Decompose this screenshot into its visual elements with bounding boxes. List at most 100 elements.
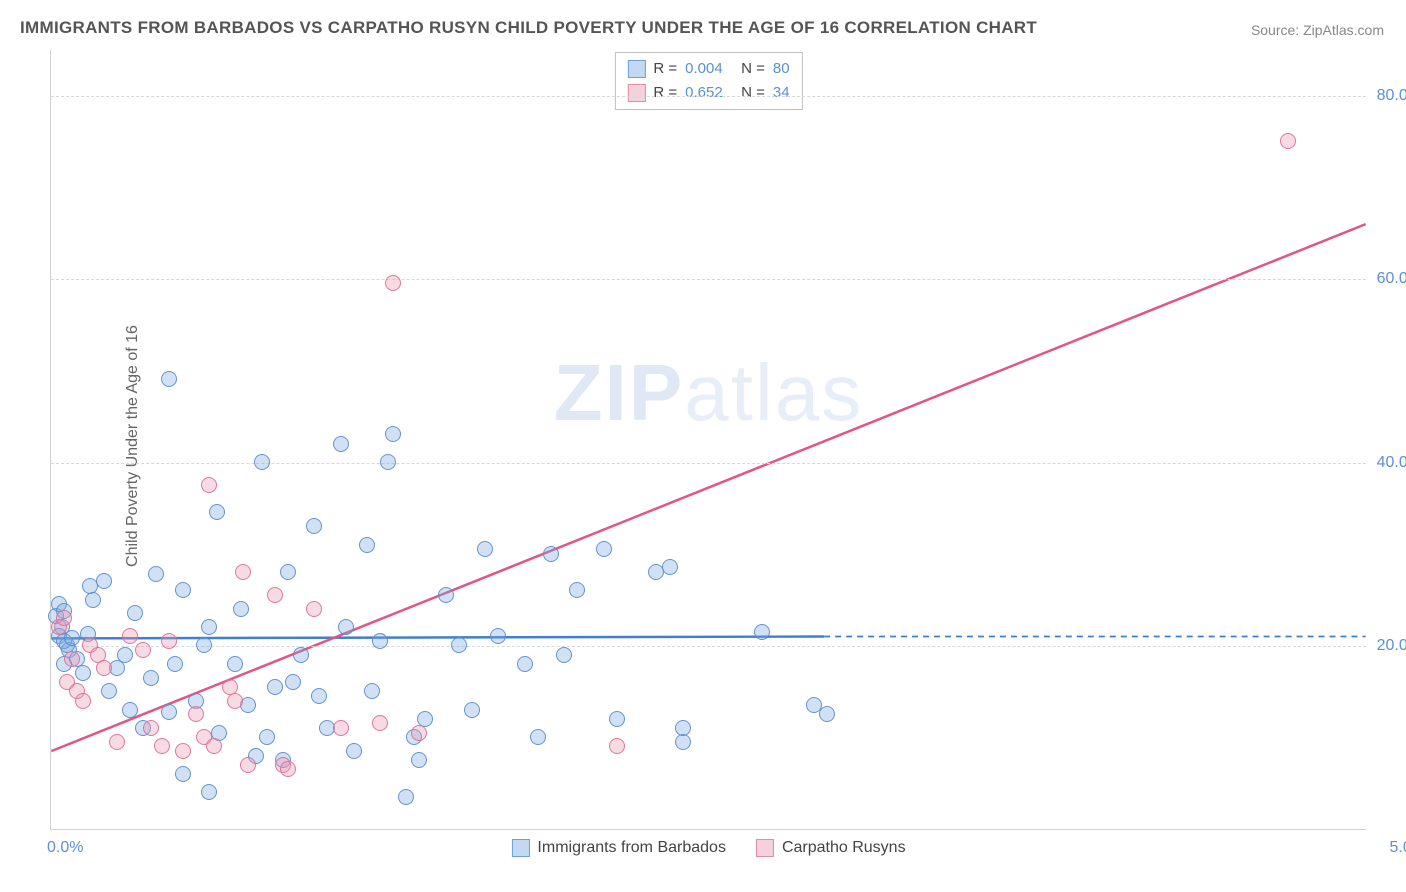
y-tick-label: 60.0% <box>1377 270 1406 288</box>
data-point <box>364 683 380 699</box>
data-point <box>117 647 133 663</box>
data-point <box>175 766 191 782</box>
data-point <box>201 619 217 635</box>
legend-n-value: 80 <box>773 57 790 81</box>
data-point <box>333 720 349 736</box>
data-point <box>464 702 480 718</box>
data-point <box>438 587 454 603</box>
data-point <box>609 738 625 754</box>
data-point <box>201 784 217 800</box>
data-point <box>662 559 678 575</box>
data-point <box>233 601 249 617</box>
legend-row: R = 0.004 N = 80 <box>627 57 789 81</box>
legend-series-label: Immigrants from Barbados <box>537 839 726 857</box>
data-point <box>109 734 125 750</box>
data-point <box>411 752 427 768</box>
data-point <box>175 582 191 598</box>
legend-row: R =0.652N =34 <box>627 81 789 105</box>
data-point <box>75 665 91 681</box>
data-point <box>338 619 354 635</box>
data-point <box>196 637 212 653</box>
data-point <box>267 679 283 695</box>
data-point <box>385 426 401 442</box>
gridline <box>51 463 1366 464</box>
data-point <box>372 715 388 731</box>
data-point <box>227 656 243 672</box>
data-point <box>235 564 251 580</box>
data-point <box>167 656 183 672</box>
data-point <box>143 720 159 736</box>
data-point <box>188 706 204 722</box>
data-point <box>285 674 301 690</box>
gridline <box>51 646 1366 647</box>
scatter-plot: ZIPatlas R =0.004N =80R =0.652N =34 Immi… <box>50 50 1366 830</box>
data-point <box>609 711 625 727</box>
data-point <box>56 610 72 626</box>
legend-series-item: Immigrants from Barbados <box>511 839 726 857</box>
x-tick-label: 0.0% <box>47 839 83 857</box>
y-tick-label: 40.0% <box>1377 454 1406 472</box>
data-point <box>175 743 191 759</box>
legend-swatch <box>627 60 645 78</box>
y-tick-label: 20.0% <box>1377 637 1406 655</box>
data-point <box>154 738 170 754</box>
data-point <box>819 706 835 722</box>
data-point <box>411 725 427 741</box>
data-point <box>254 454 270 470</box>
data-point <box>569 582 585 598</box>
data-point <box>135 642 151 658</box>
legend-correlation: R = 0.004 N = 80R = 0.652 N = 34 <box>614 52 802 110</box>
data-point <box>161 704 177 720</box>
gridline <box>51 279 1366 280</box>
data-point <box>96 573 112 589</box>
data-point <box>346 743 362 759</box>
data-point <box>161 633 177 649</box>
legend-n-value: 34 <box>773 81 790 105</box>
legend-r-value: 0.004 <box>685 57 733 81</box>
legend-r-value: 0.652 <box>685 81 733 105</box>
legend-n-label: N = <box>741 57 765 81</box>
data-point <box>596 541 612 557</box>
data-point <box>209 504 225 520</box>
data-point <box>267 587 283 603</box>
legend-series-item: Carpatho Rusyns <box>756 839 906 857</box>
legend-n-label: N = <box>741 81 765 105</box>
data-point <box>96 660 112 676</box>
chart-title: IMMIGRANTS FROM BARBADOS VS CARPATHO RUS… <box>20 18 1037 38</box>
legend-swatch <box>756 839 774 857</box>
x-tick-label: 5.0% <box>1390 839 1406 857</box>
data-point <box>306 601 322 617</box>
data-point <box>490 628 506 644</box>
data-point <box>259 729 275 745</box>
data-point <box>311 688 327 704</box>
data-point <box>293 647 309 663</box>
data-point <box>380 454 396 470</box>
data-point <box>306 518 322 534</box>
data-point <box>754 624 770 640</box>
data-point <box>517 656 533 672</box>
data-point <box>201 477 217 493</box>
data-point <box>372 633 388 649</box>
legend-swatch <box>511 839 529 857</box>
legend-series: Immigrants from Barbados Carpatho Rusyns <box>511 839 905 857</box>
data-point <box>530 729 546 745</box>
data-point <box>122 628 138 644</box>
data-point <box>122 702 138 718</box>
data-point <box>227 693 243 709</box>
y-tick-label: 80.0% <box>1377 87 1406 105</box>
data-point <box>556 647 572 663</box>
watermark: ZIPatlas <box>554 347 863 439</box>
data-point <box>64 630 80 646</box>
data-point <box>675 720 691 736</box>
legend-r-label: R = <box>653 57 677 81</box>
data-point <box>451 637 467 653</box>
data-point <box>240 757 256 773</box>
data-point <box>333 436 349 452</box>
data-point <box>64 651 80 667</box>
legend-series-label: Carpatho Rusyns <box>782 839 906 857</box>
data-point <box>75 693 91 709</box>
data-point <box>148 566 164 582</box>
data-point <box>385 275 401 291</box>
data-point <box>675 734 691 750</box>
data-point <box>280 761 296 777</box>
